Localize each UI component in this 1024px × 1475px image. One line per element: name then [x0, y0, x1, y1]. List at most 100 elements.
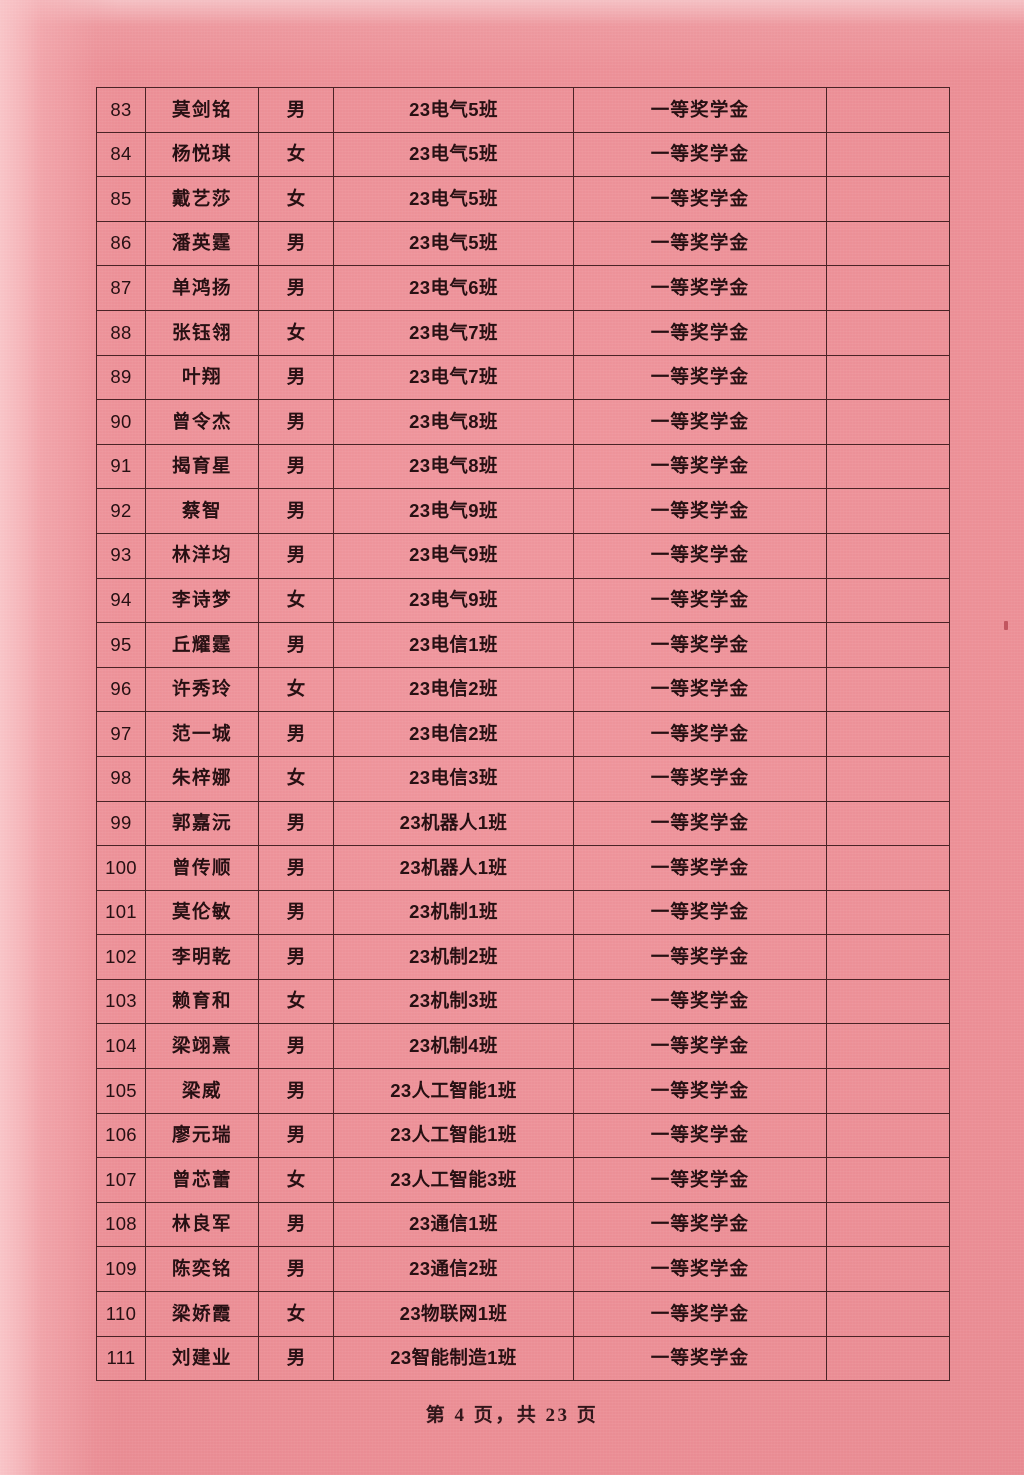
cell-note — [826, 309, 950, 356]
cell-index: 100 — [96, 845, 146, 891]
cell-note — [826, 800, 950, 847]
cell-index: 97 — [96, 711, 146, 757]
cell-index: 99 — [96, 800, 146, 847]
table-row: 103 赖育和女 23机制3班 一等奖学金 — [96, 978, 950, 1025]
cell-sex: 男 — [258, 354, 334, 401]
cell-index: 104 — [96, 1023, 146, 1070]
cell-sex: 男 — [258, 800, 334, 847]
cell-sex: 男 — [258, 1068, 334, 1114]
table-row: 84 杨悦琪女 23电气5班 一等奖学金 — [96, 131, 950, 178]
cell-index: 101 — [96, 889, 146, 936]
table-row: 111 刘建业男 23智能制造1班 一等奖学金 — [96, 1335, 950, 1382]
table-row: 98 朱梓娜女 23电信3班 一等奖学金 — [96, 755, 950, 802]
cell-sex: 男 — [258, 532, 334, 579]
cell-note — [826, 666, 950, 713]
cell-name: 梁威 — [145, 1068, 259, 1114]
cell-sex: 女 — [258, 755, 334, 802]
cell-note — [826, 443, 950, 490]
cell-sex: 男 — [258, 1246, 334, 1293]
page-footer: 第 4 页，共 23 页 — [425, 1405, 599, 1426]
cell-note — [826, 532, 950, 579]
cell-award: 一等奖学金 — [573, 399, 827, 445]
cell-award: 一等奖学金 — [573, 577, 827, 624]
cell-index: 106 — [96, 1112, 146, 1159]
cell-note — [826, 1201, 950, 1248]
cell-note — [826, 131, 950, 178]
cell-note — [826, 622, 950, 668]
cell-name: 许秀玲 — [145, 666, 259, 713]
cell-class: 23机制2班 — [333, 934, 574, 980]
table-row: 96 许秀玲女 23电信2班 一等奖学金 — [96, 666, 950, 713]
cell-note — [826, 1157, 950, 1203]
cell-award: 一等奖学金 — [573, 800, 827, 847]
cell-class: 23电气7班 — [333, 354, 574, 401]
cell-note — [826, 577, 950, 624]
table-row: 109 陈奕铭男 23通信2班 一等奖学金 — [96, 1246, 950, 1293]
cell-award: 一等奖学金 — [573, 845, 827, 891]
cell-sex: 男 — [258, 220, 334, 267]
cell-index: 83 — [96, 87, 146, 133]
cell-index: 92 — [96, 488, 146, 534]
cell-note — [826, 1246, 950, 1293]
table-row: 110 梁娇霞女 23物联网1班 一等奖学金 — [96, 1291, 950, 1337]
cell-note — [826, 176, 950, 222]
cell-note — [826, 1068, 950, 1114]
cell-note — [826, 354, 950, 401]
cell-class: 23机器人1班 — [333, 845, 574, 891]
cell-class: 23智能制造1班 — [333, 1335, 574, 1382]
cell-name: 曾传顺 — [145, 845, 259, 891]
cell-class: 23电气5班 — [333, 220, 574, 267]
cell-name: 曾芯蕾 — [145, 1157, 259, 1203]
cell-class: 23电气8班 — [333, 399, 574, 445]
cell-sex: 男 — [258, 1023, 334, 1070]
cell-name: 梁娇霞 — [145, 1291, 259, 1337]
cell-award: 一等奖学金 — [573, 532, 827, 579]
table-row: 97 范一城男 23电信2班 一等奖学金 — [96, 711, 950, 757]
cell-class: 23电气5班 — [333, 87, 574, 133]
cell-index: 88 — [96, 309, 146, 356]
cell-award: 一等奖学金 — [573, 1291, 827, 1337]
cell-index: 93 — [96, 532, 146, 579]
scholarship-roster-table: 83 莫剑铭男 23电气5班 一等奖学金 84 杨悦琪女 23电气5班 一等奖学金 85 戴艺莎女… — [96, 87, 950, 1382]
table-row: 100 曾传顺男 23机器人1班 一等奖学金 — [96, 845, 950, 891]
cell-sex: 女 — [258, 666, 334, 713]
cell-name: 陈奕铭 — [145, 1246, 259, 1293]
table-row: 91 揭育星男 23电气8班 一等奖学金 — [96, 443, 950, 490]
cell-index: 105 — [96, 1068, 146, 1114]
cell-class: 23机制1班 — [333, 889, 574, 936]
table-row: 92 蔡智男 23电气9班 一等奖学金 — [96, 488, 950, 534]
cell-award: 一等奖学金 — [573, 488, 827, 534]
cell-award: 一等奖学金 — [573, 666, 827, 713]
cell-note — [826, 1291, 950, 1337]
cell-name: 范一城 — [145, 711, 259, 757]
cell-award: 一等奖学金 — [573, 87, 827, 133]
cell-name: 单鸿扬 — [145, 265, 259, 311]
cell-index: 84 — [96, 131, 146, 178]
cell-index: 109 — [96, 1246, 146, 1293]
cell-index: 89 — [96, 354, 146, 401]
cell-award: 一等奖学金 — [573, 1335, 827, 1382]
cell-award: 一等奖学金 — [573, 354, 827, 401]
cell-note — [826, 1023, 950, 1070]
cell-index: 90 — [96, 399, 146, 445]
cell-index: 87 — [96, 265, 146, 311]
cell-note — [826, 220, 950, 267]
cell-sex: 女 — [258, 1157, 334, 1203]
cell-award: 一等奖学金 — [573, 1201, 827, 1248]
cell-index: 85 — [96, 176, 146, 222]
cell-award: 一等奖学金 — [573, 443, 827, 490]
table-row: 87 单鸿扬男 23电气6班 一等奖学金 — [96, 265, 950, 311]
table-row: 105 梁威男 23人工智能1班 一等奖学金 — [96, 1068, 950, 1114]
cell-award: 一等奖学金 — [573, 934, 827, 980]
cell-sex: 女 — [258, 978, 334, 1025]
cell-award: 一等奖学金 — [573, 220, 827, 267]
cell-class: 23通信1班 — [333, 1201, 574, 1248]
cell-class: 23电气5班 — [333, 131, 574, 178]
cell-name: 莫剑铭 — [145, 87, 259, 133]
cell-note — [826, 755, 950, 802]
cell-class: 23通信2班 — [333, 1246, 574, 1293]
cell-sex: 男 — [258, 87, 334, 133]
cell-name: 郭嘉沅 — [145, 800, 259, 847]
cell-award: 一等奖学金 — [573, 622, 827, 668]
cell-class: 23人工智能3班 — [333, 1157, 574, 1203]
